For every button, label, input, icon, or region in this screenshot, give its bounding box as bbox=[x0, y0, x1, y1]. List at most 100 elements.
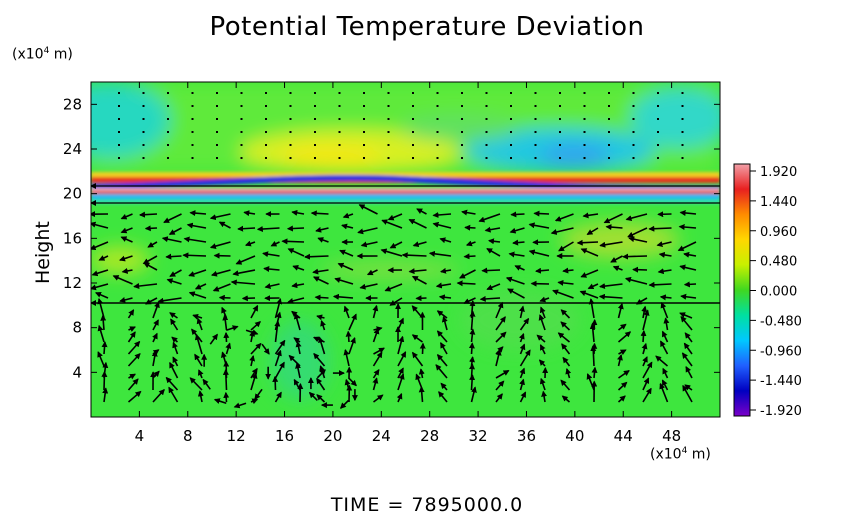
velocity-arrow bbox=[312, 276, 329, 285]
velocity-dot bbox=[338, 105, 341, 107]
velocity-arrow bbox=[202, 378, 211, 390]
velocity-dot bbox=[559, 105, 561, 107]
velocity-arrow bbox=[495, 369, 510, 379]
velocity-dot bbox=[191, 144, 194, 146]
velocity-arrow bbox=[618, 323, 627, 331]
velocity-arrow bbox=[659, 294, 672, 301]
velocity-arrow bbox=[384, 283, 403, 292]
velocity-arrow bbox=[274, 361, 285, 379]
velocity-arrow bbox=[481, 267, 501, 274]
velocity-arrow bbox=[182, 252, 207, 259]
velocity-dot bbox=[657, 118, 659, 120]
velocity-arrow bbox=[519, 305, 525, 319]
velocity-dot bbox=[240, 105, 243, 107]
velocity-arrow bbox=[618, 349, 627, 356]
velocity-dot bbox=[289, 131, 292, 133]
velocity-dot bbox=[191, 157, 194, 159]
velocity-arrow bbox=[440, 267, 452, 274]
velocity-arrow bbox=[372, 304, 379, 319]
velocity-arrow bbox=[617, 331, 632, 343]
velocity-arrow bbox=[168, 227, 182, 235]
velocity-arrow bbox=[261, 343, 270, 355]
colorbar-tick-label: 0.960 bbox=[760, 225, 797, 240]
plot-frame bbox=[90, 81, 721, 418]
velocity-arrow bbox=[211, 269, 231, 277]
velocity-arrow bbox=[188, 291, 207, 299]
velocity-dot bbox=[191, 118, 194, 120]
velocity-dot bbox=[510, 118, 512, 120]
colorbar-tick-label: -0.480 bbox=[760, 314, 802, 329]
velocity-arrow bbox=[194, 333, 203, 355]
velocity-dot bbox=[314, 144, 316, 146]
velocity-arrow bbox=[293, 312, 301, 331]
velocity-dot bbox=[485, 118, 488, 120]
velocity-arrow bbox=[127, 309, 135, 319]
velocity-arrow bbox=[598, 293, 623, 300]
velocity-dot bbox=[216, 92, 218, 94]
velocity-dot bbox=[534, 131, 537, 133]
velocity-arrow bbox=[436, 354, 448, 367]
velocity-dot bbox=[387, 92, 390, 94]
velocity-dot bbox=[632, 144, 635, 146]
velocity-dot bbox=[338, 92, 341, 94]
velocity-dot bbox=[534, 92, 537, 94]
velocity-arrow bbox=[189, 377, 203, 391]
velocity-arrow bbox=[683, 342, 693, 355]
velocity-dot bbox=[632, 131, 635, 133]
velocity-arrow bbox=[250, 372, 258, 391]
velocity-dot bbox=[510, 92, 512, 94]
velocity-dot bbox=[314, 118, 316, 120]
velocity-arrow bbox=[347, 377, 357, 387]
velocity-arrow bbox=[151, 350, 158, 367]
velocity-dot bbox=[412, 144, 414, 146]
velocity-arrow bbox=[642, 361, 653, 379]
velocity-dot bbox=[289, 105, 292, 107]
velocity-dot bbox=[485, 92, 488, 94]
velocity-arrow bbox=[397, 373, 405, 391]
velocity-dot bbox=[142, 105, 145, 107]
velocity-arrow bbox=[157, 297, 182, 304]
velocity-arrow bbox=[683, 251, 697, 258]
velocity-dot bbox=[167, 105, 169, 107]
velocity-arrow bbox=[622, 253, 648, 260]
velocity-arrow bbox=[495, 349, 502, 367]
velocity-dot bbox=[436, 157, 439, 159]
colorbar-tick-label: 0.480 bbox=[760, 255, 797, 270]
velocity-arrow bbox=[143, 262, 158, 271]
velocity-dot bbox=[412, 131, 414, 133]
velocity-arrow bbox=[189, 210, 207, 217]
velocity-dot bbox=[240, 118, 243, 120]
velocity-arrow bbox=[562, 356, 571, 367]
velocity-dot bbox=[216, 157, 218, 159]
velocity-arrow bbox=[440, 382, 448, 391]
velocity-arrow bbox=[512, 239, 525, 246]
velocity-dot bbox=[608, 92, 610, 94]
velocity-dot bbox=[412, 105, 414, 107]
chart-title: Potential Temperature Deviation bbox=[209, 12, 645, 42]
velocity-arrow bbox=[411, 275, 427, 285]
velocity-arrow bbox=[169, 361, 179, 379]
velocity-arrow bbox=[263, 266, 280, 272]
velocity-arrow bbox=[232, 269, 256, 277]
velocity-dot bbox=[608, 131, 610, 133]
velocity-arrow bbox=[95, 292, 109, 299]
velocity-arrow bbox=[612, 265, 623, 272]
velocity-dot bbox=[608, 157, 610, 159]
velocity-arrow bbox=[237, 225, 256, 232]
velocity-arrow bbox=[397, 335, 405, 355]
velocity-arrow bbox=[436, 330, 448, 343]
velocity-arrow bbox=[679, 264, 697, 271]
velocity-arrow bbox=[411, 351, 424, 367]
velocity-dot bbox=[118, 144, 120, 146]
velocity-dot bbox=[265, 157, 267, 159]
velocity-arrow bbox=[550, 227, 574, 235]
x-tick-label: 48 bbox=[662, 427, 681, 445]
velocity-arrow bbox=[249, 355, 256, 367]
velocity-dot bbox=[167, 131, 169, 133]
velocity-arrow bbox=[339, 249, 354, 257]
velocity-arrow bbox=[678, 224, 697, 231]
velocity-arrow bbox=[538, 359, 546, 367]
velocity-dot bbox=[608, 105, 610, 107]
velocity-dot bbox=[608, 118, 610, 120]
velocity-arrow bbox=[599, 241, 623, 248]
